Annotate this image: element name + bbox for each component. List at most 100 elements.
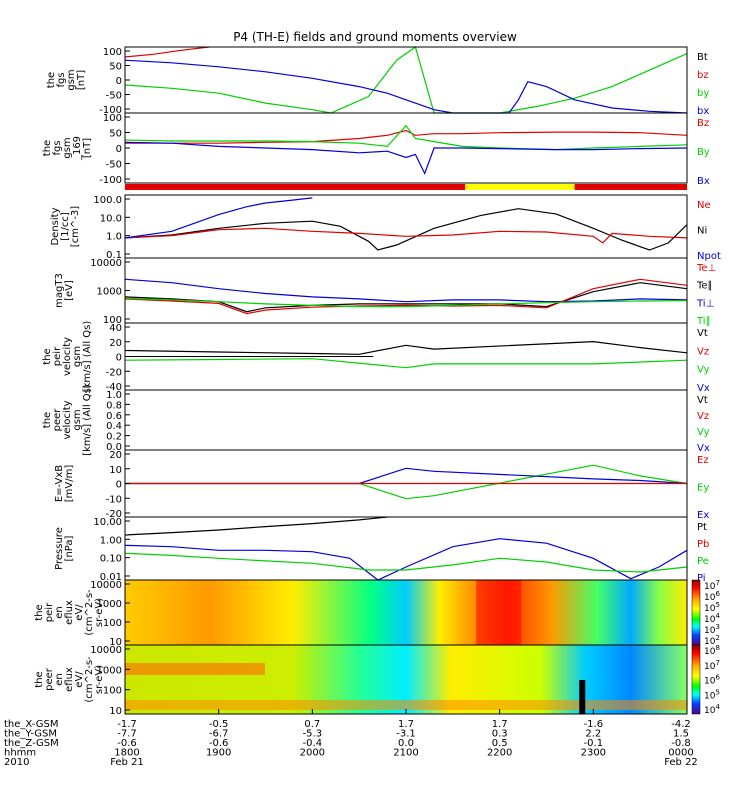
footer-value: -1.7 — [117, 719, 137, 730]
legend-entry: Pt — [697, 522, 707, 533]
y-axis-label: the — [42, 412, 53, 428]
legend-entry: Pe — [697, 556, 709, 567]
y-axis-label: velocity — [62, 337, 73, 376]
y-axis-label: gsm — [72, 409, 83, 430]
legend-entry: by — [697, 88, 709, 99]
y-axis-label: eV/ — [74, 671, 85, 688]
y-axis-label: sr-eV) — [94, 598, 105, 627]
legend-entry: Ti∥ — [696, 316, 711, 327]
y-tick-label: 1.0 — [106, 232, 122, 243]
y-axis-label: peir — [52, 346, 63, 366]
panel-peirspec — [124, 579, 701, 646]
y-axis-label: gsm — [72, 346, 83, 367]
series-fgs-by — [124, 46, 688, 114]
colorbar-label: 107 — [704, 659, 720, 672]
footer-value: -0.8 — [671, 738, 691, 749]
footer-value: 1.5 — [673, 729, 689, 740]
y-axis-label: [1/cc] — [60, 212, 71, 241]
y-tick-label: 10000 — [90, 580, 122, 591]
y-axis-label: magT3 — [54, 273, 65, 308]
y-tick-label: 10.00 — [93, 517, 122, 528]
y-tick-label: -40 — [106, 382, 122, 393]
legend-entry: Vx — [697, 383, 710, 394]
series-temp-Te∥ — [124, 282, 688, 313]
y-axis-label: peer — [44, 667, 55, 691]
y-axis-label: the — [34, 671, 45, 687]
y-axis-label: peer — [52, 408, 63, 432]
y-axis-label: (cm^2-s- — [84, 589, 95, 636]
spectrogram-band — [125, 663, 265, 675]
y-tick-label: 0.10 — [100, 554, 122, 565]
series-peir-Vy — [124, 358, 688, 369]
y-axis-label: Density — [50, 207, 61, 245]
series-temp-Ti∥ — [124, 297, 688, 308]
legend-entry: Te∥ — [696, 281, 713, 292]
y-axis-label: eflux — [64, 667, 75, 692]
y-axis-label: [nT] — [82, 138, 93, 158]
footer-value: Feb 22 — [664, 757, 698, 768]
y-tick-label: 10 — [109, 637, 122, 648]
y-axis-label: eflux — [64, 600, 75, 625]
footer-value: -3.1 — [396, 729, 416, 740]
mode-bar-segment — [465, 184, 575, 190]
y-axis-label: [nPa] — [64, 535, 75, 561]
y-axis-label: [km/s] (All Qs) — [82, 321, 93, 393]
legend-entry: Vt — [697, 328, 708, 339]
colorbar-label: 106 — [704, 674, 720, 687]
y-axis-label: gsm — [62, 137, 73, 158]
y-tick-label: 0.8 — [106, 400, 122, 411]
y-tick-label: 10.0 — [100, 213, 122, 224]
series-density-Ni — [124, 208, 688, 251]
series-fgs-bz — [124, 46, 210, 58]
legend-entry: Vx — [697, 443, 710, 454]
legend-entry: bz — [697, 70, 709, 81]
footer-value: -0.4 — [303, 738, 323, 749]
y-tick-label: -20 — [106, 509, 122, 520]
y-tick-label: 10 — [109, 465, 122, 476]
colorbar — [691, 579, 701, 646]
footer-row-label: the_Y-GSM — [4, 729, 57, 740]
footer-value: 2100 — [393, 748, 418, 759]
footer-value: -0.1 — [584, 738, 604, 749]
y-tick-label: 100 — [103, 113, 122, 124]
y-tick-label: 0.0 — [106, 442, 122, 453]
y-tick-label: 40 — [109, 323, 122, 334]
y-tick-label: 1000 — [97, 665, 122, 676]
footer-value: 2200 — [487, 748, 512, 759]
legend-entry: bx — [697, 106, 709, 117]
panel-frame — [124, 46, 688, 114]
legend-entry: Vz — [697, 346, 709, 357]
series-efield-Ey — [125, 464, 688, 500]
panel-density — [124, 194, 688, 259]
y-tick-label: 50 — [109, 129, 122, 140]
y-tick-label: 1000 — [97, 599, 122, 610]
footer-value: -1.6 — [584, 719, 604, 730]
y-axis-label: [cm^-3] — [70, 206, 81, 247]
y-tick-label: 1.00 — [100, 535, 122, 546]
panel-peir — [124, 322, 688, 391]
legend-entry: Te⊥ — [696, 263, 716, 274]
panel-efield — [124, 449, 688, 518]
footer-value: -0.5 — [209, 719, 229, 730]
y-axis-label: [eV] — [64, 280, 75, 301]
y-axis-label: the — [46, 72, 57, 88]
legend-entry: Ni — [697, 226, 707, 237]
y-tick-label: 1000 — [97, 287, 122, 298]
series-density-Ne — [124, 227, 688, 244]
legend-entry: Bx — [697, 176, 710, 187]
panel-fgs — [124, 46, 688, 114]
footer-value: 0.7 — [304, 719, 320, 730]
y-tick-label: 0 — [116, 144, 122, 155]
y-tick-label: -100 — [99, 175, 122, 186]
footer-row-label: hhmm — [4, 748, 36, 759]
y-tick-label: 0.01 — [100, 572, 122, 583]
colorbar-label: 105 — [704, 688, 720, 701]
y-axis-label: [km/s] (All Qs) — [82, 384, 93, 456]
legend-entry: Vt — [697, 395, 708, 406]
spectrogram-band — [125, 700, 687, 710]
legend-entry: Vy — [697, 427, 710, 438]
legend-entry: Vy — [697, 365, 710, 376]
spectrogram-band — [476, 580, 522, 645]
y-axis-label: en — [54, 606, 65, 619]
footer-value: 2.2 — [585, 729, 601, 740]
